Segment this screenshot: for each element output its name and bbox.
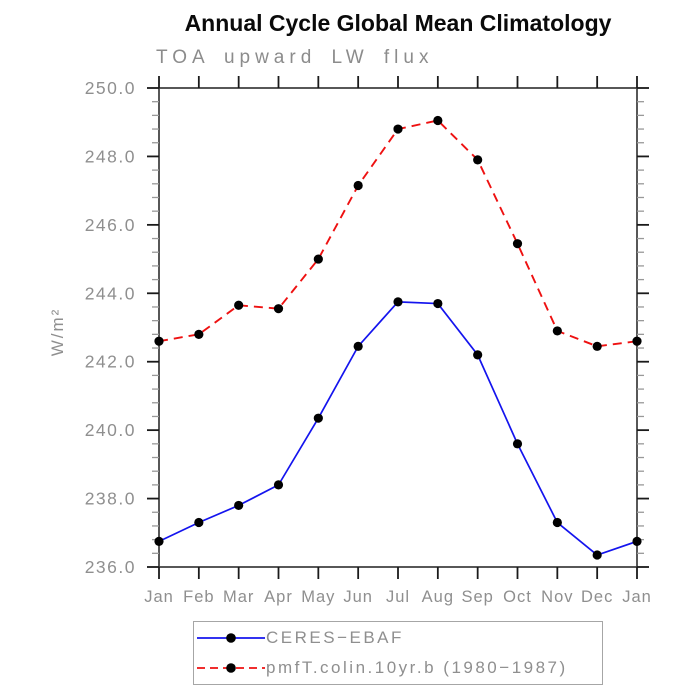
series-ceres-ebaf-markers	[154, 297, 642, 560]
series-pmft-colin-10yr-b-1980-1987-line	[158, 119, 638, 348]
series-ceres-ebaf-line	[158, 300, 638, 556]
x-tick-labels: Jan Feb Mar Apr May Jun Jul Aug Sep Oct Nov Dec Jan	[144, 588, 652, 606]
legend-label-ceres-ebaf: CERES−EBAF	[266, 628, 404, 647]
legend-item-ceres-ebaf: CERES−EBAF	[196, 624, 602, 652]
chart-title: Annual Cycle Global Mean Climatology	[184, 10, 612, 36]
plot-frame	[158, 87, 638, 568]
y-axis-ticks	[147, 87, 649, 568]
svg-text:Jan: Jan	[622, 588, 652, 606]
legend-line-sample-solid	[197, 633, 265, 643]
svg-text:Aug: Aug	[422, 588, 454, 606]
svg-text:Jan: Jan	[144, 588, 174, 606]
chart-subtitle: TOA upward LW flux	[156, 47, 434, 68]
svg-text:250.0: 250.0	[85, 78, 136, 98]
svg-text:248.0: 248.0	[85, 146, 136, 166]
svg-text:Sep: Sep	[461, 588, 493, 606]
x-axis-ticks	[158, 76, 638, 579]
svg-text:236.0: 236.0	[85, 557, 136, 577]
svg-text:May: May	[301, 588, 335, 606]
y-tick-labels: 236.0 238.0 240.0 242.0 244.0 246.0 248.0 250.0	[85, 78, 136, 577]
svg-text:Jun: Jun	[343, 588, 373, 606]
svg-text:240.0: 240.0	[85, 420, 136, 440]
legend: CERES−EBAF pmfT.colin.10yr.b (1980−1987)	[193, 621, 603, 685]
svg-text:Jul: Jul	[386, 588, 410, 606]
y-axis-title: W/m²	[48, 308, 67, 357]
svg-text:246.0: 246.0	[85, 215, 136, 235]
svg-text:Nov: Nov	[541, 588, 573, 606]
legend-marker-dot	[226, 663, 236, 673]
svg-text:Mar: Mar	[223, 588, 254, 606]
svg-text:244.0: 244.0	[85, 283, 136, 303]
svg-text:238.0: 238.0	[85, 489, 136, 509]
svg-text:Oct: Oct	[503, 588, 532, 606]
svg-text:Apr: Apr	[264, 588, 293, 606]
legend-line-sample-dashed	[197, 663, 265, 673]
svg-text:242.0: 242.0	[85, 352, 136, 372]
legend-item-model: pmfT.colin.10yr.b (1980−1987)	[196, 654, 602, 682]
legend-marker-dot	[226, 633, 236, 643]
legend-label-model: pmfT.colin.10yr.b (1980−1987)	[266, 658, 568, 677]
svg-text:Feb: Feb	[183, 588, 214, 606]
svg-text:Dec: Dec	[581, 588, 613, 606]
series-pmft-colin-10yr-b-1980-1987-markers	[154, 115, 642, 351]
